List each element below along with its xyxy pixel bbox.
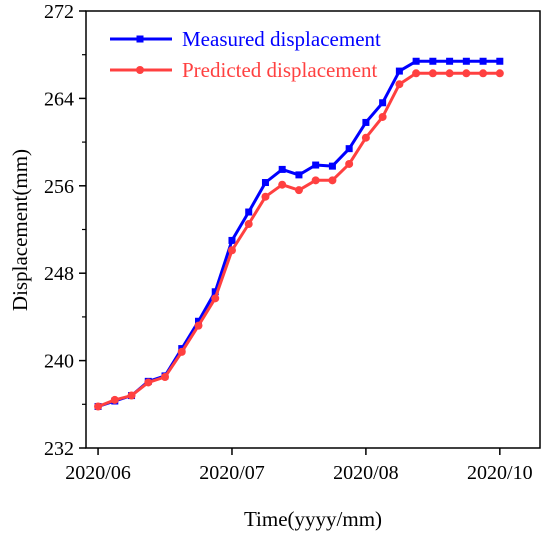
data-point bbox=[412, 69, 421, 78]
data-point bbox=[294, 186, 303, 195]
data-point bbox=[261, 179, 269, 187]
legend-predicted-marker bbox=[136, 66, 144, 74]
data-point bbox=[479, 69, 488, 78]
data-point bbox=[395, 80, 404, 89]
y-tick-label: 264 bbox=[44, 88, 74, 110]
series-line-0 bbox=[97, 59, 500, 408]
data-point bbox=[194, 317, 202, 325]
data-point bbox=[462, 57, 470, 65]
data-point bbox=[361, 133, 370, 142]
data-point bbox=[495, 69, 504, 78]
data-point bbox=[328, 162, 336, 170]
y-tick-label: 232 bbox=[44, 438, 74, 460]
legend-measured-marker bbox=[136, 35, 144, 43]
x-tick-label: 2020/06 bbox=[65, 462, 131, 484]
data-point bbox=[245, 208, 253, 216]
legend-predicted-label: Predicted displacement bbox=[182, 58, 378, 82]
data-point bbox=[445, 69, 454, 78]
data-point bbox=[429, 57, 437, 65]
data-point bbox=[479, 57, 487, 65]
data-point bbox=[278, 180, 287, 189]
data-point bbox=[379, 99, 387, 107]
data-point bbox=[428, 69, 437, 78]
data-point bbox=[312, 161, 320, 169]
data-point bbox=[328, 176, 337, 185]
y-tick-label: 240 bbox=[44, 351, 74, 373]
data-point bbox=[227, 246, 236, 255]
data-point bbox=[362, 118, 370, 126]
x-axis-title: Time(yyyy/mm) bbox=[244, 507, 382, 531]
y-axis-title: Displacement(mm) bbox=[8, 149, 32, 311]
data-point bbox=[261, 192, 270, 201]
data-point bbox=[395, 67, 403, 75]
data-point bbox=[311, 176, 320, 185]
x-tick-label: 2020/07 bbox=[199, 462, 265, 484]
data-point bbox=[194, 321, 203, 330]
data-point bbox=[295, 171, 303, 179]
data-point bbox=[127, 391, 136, 400]
series-layer bbox=[94, 57, 504, 411]
data-point bbox=[211, 288, 219, 296]
data-point bbox=[94, 402, 103, 411]
y-tick-label: 272 bbox=[44, 1, 74, 23]
data-point bbox=[345, 145, 353, 153]
data-point bbox=[446, 57, 454, 65]
data-point bbox=[110, 395, 119, 404]
data-point bbox=[278, 165, 286, 173]
x-tick-label: 2020/08 bbox=[333, 462, 399, 484]
data-point bbox=[244, 220, 253, 229]
series-line-1 bbox=[97, 71, 500, 408]
data-point bbox=[228, 236, 236, 244]
x-tick-label: 2020/10 bbox=[467, 462, 533, 484]
data-point bbox=[161, 372, 170, 381]
data-point bbox=[345, 159, 354, 168]
data-point bbox=[144, 378, 153, 387]
x-axis-ticks: 2020/06 2020/07 2020/08 2020/10 bbox=[65, 448, 533, 484]
legend-measured-label: Measured displacement bbox=[182, 27, 381, 51]
data-point bbox=[462, 69, 471, 78]
data-point bbox=[177, 347, 186, 356]
data-point bbox=[496, 57, 504, 65]
data-point bbox=[412, 57, 420, 65]
data-point bbox=[378, 112, 387, 121]
y-axis-ticks: 232 240 248 256 264 272 bbox=[44, 1, 86, 460]
data-point bbox=[211, 294, 220, 303]
y-tick-label: 256 bbox=[44, 176, 74, 198]
legend: Measured displacement Predicted displace… bbox=[110, 27, 381, 82]
y-tick-label: 248 bbox=[44, 263, 74, 285]
